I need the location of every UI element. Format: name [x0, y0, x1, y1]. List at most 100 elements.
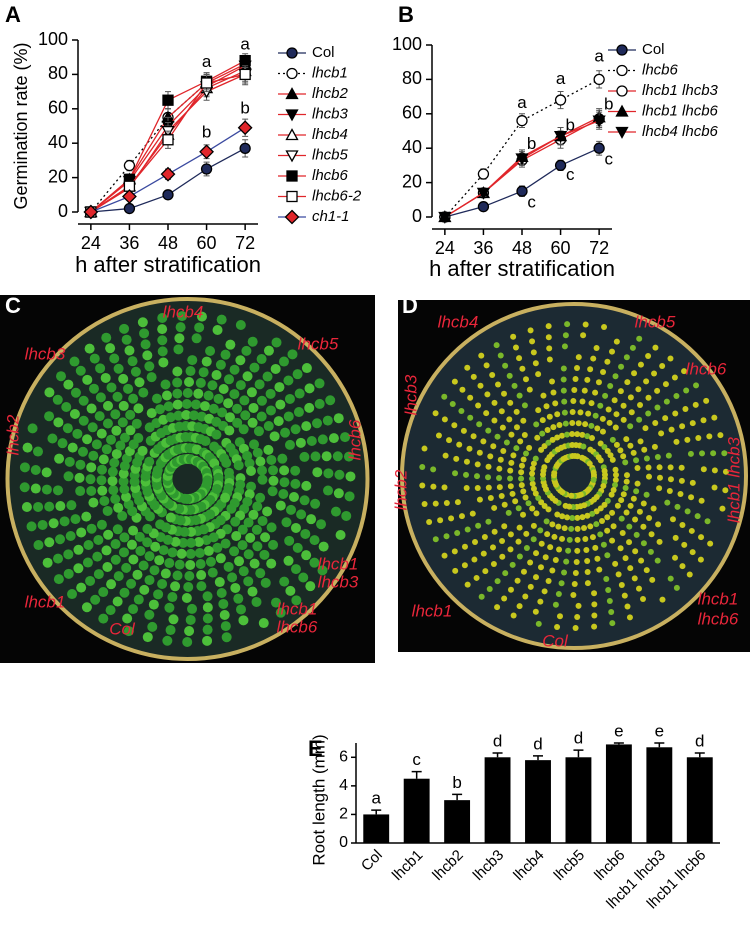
- seedling: [481, 534, 488, 541]
- seedling: [252, 447, 263, 458]
- seedling: [284, 393, 295, 404]
- seedling: [81, 602, 92, 613]
- seedling: [672, 410, 679, 417]
- seedling: [510, 333, 517, 340]
- seedling: [227, 572, 238, 583]
- seedling: [677, 491, 684, 498]
- seedling: [693, 382, 700, 389]
- seedling: [298, 572, 309, 583]
- seedling: [266, 454, 277, 465]
- seedling: [513, 445, 520, 452]
- seedling: [555, 523, 562, 530]
- seedling: [178, 537, 189, 548]
- seedling: [686, 571, 693, 578]
- seedling: [538, 446, 545, 453]
- seedling: [53, 574, 64, 585]
- seedling: [521, 402, 528, 409]
- seedling: [112, 524, 123, 535]
- seedling: [561, 569, 568, 576]
- seedling: [232, 403, 243, 414]
- seedling: [587, 523, 594, 530]
- seedling: [570, 398, 577, 405]
- seedling: [668, 426, 675, 433]
- seedling: [157, 346, 168, 357]
- marker: [593, 142, 605, 154]
- seedling: [493, 342, 500, 349]
- seedling: [599, 517, 606, 524]
- seedling: [593, 521, 600, 528]
- seedling: [603, 576, 610, 583]
- seedling: [183, 581, 194, 592]
- seedling: [511, 382, 518, 389]
- seedling: [225, 339, 236, 350]
- seedling: [76, 527, 87, 538]
- seedling: [62, 423, 73, 434]
- seedling: [474, 484, 481, 491]
- seedling: [533, 421, 540, 428]
- seedling: [314, 398, 325, 409]
- seedling: [549, 436, 556, 443]
- seedling: [643, 378, 650, 385]
- seedling: [220, 492, 231, 503]
- seedling: [281, 517, 292, 528]
- seedling: [634, 464, 641, 471]
- seedling: [574, 547, 581, 554]
- annotation: b: [527, 134, 536, 153]
- seedling: [138, 560, 149, 571]
- seedling: [247, 586, 258, 597]
- seedling: [430, 483, 437, 490]
- seedling: [148, 599, 159, 610]
- seedling: [626, 523, 633, 530]
- seedling: [588, 422, 595, 429]
- seedling: [643, 491, 650, 498]
- seedling: [109, 353, 120, 364]
- legend-label: lhcb3: [312, 105, 349, 122]
- seedling: [249, 439, 260, 450]
- legend-label: lhcb1 lhcb3: [642, 82, 719, 99]
- seedling: [125, 425, 136, 436]
- annotation: b: [565, 115, 574, 134]
- seedling: [33, 501, 44, 512]
- seedling: [530, 485, 537, 492]
- seedling: [665, 452, 672, 459]
- seedling: [218, 383, 229, 394]
- seedling: [441, 416, 448, 423]
- seedling: [110, 539, 121, 550]
- seedling: [532, 490, 539, 497]
- seedling: [594, 555, 601, 562]
- seedling: [110, 554, 121, 565]
- seedling: [163, 401, 174, 412]
- seedling: [26, 521, 37, 532]
- seedling: [711, 414, 718, 421]
- seedling: [500, 447, 507, 454]
- seedling: [184, 625, 195, 636]
- seedling: [63, 568, 74, 579]
- seedling: [235, 380, 246, 391]
- seedling: [550, 424, 557, 431]
- seedling: [224, 374, 235, 385]
- seedling: [612, 482, 619, 489]
- seedling: [132, 569, 143, 580]
- error-bar: [492, 752, 503, 758]
- marker: [162, 189, 174, 201]
- seedling: [525, 500, 532, 507]
- seedling: [202, 624, 213, 635]
- seedling: [198, 367, 209, 378]
- seedling: [461, 562, 468, 569]
- seedling: [55, 534, 66, 545]
- seedling: [236, 604, 247, 615]
- marker: [239, 54, 251, 67]
- seedling: [543, 518, 550, 525]
- seedling: [340, 432, 351, 443]
- seedling: [516, 355, 523, 362]
- seedling: [637, 361, 644, 368]
- seedling: [285, 585, 296, 596]
- seedling: [561, 398, 568, 405]
- seedling: [113, 571, 124, 582]
- seedling: [241, 345, 252, 356]
- seedling: [604, 514, 611, 521]
- marker: [239, 68, 251, 81]
- marker: [615, 104, 629, 117]
- seedling: [636, 508, 643, 515]
